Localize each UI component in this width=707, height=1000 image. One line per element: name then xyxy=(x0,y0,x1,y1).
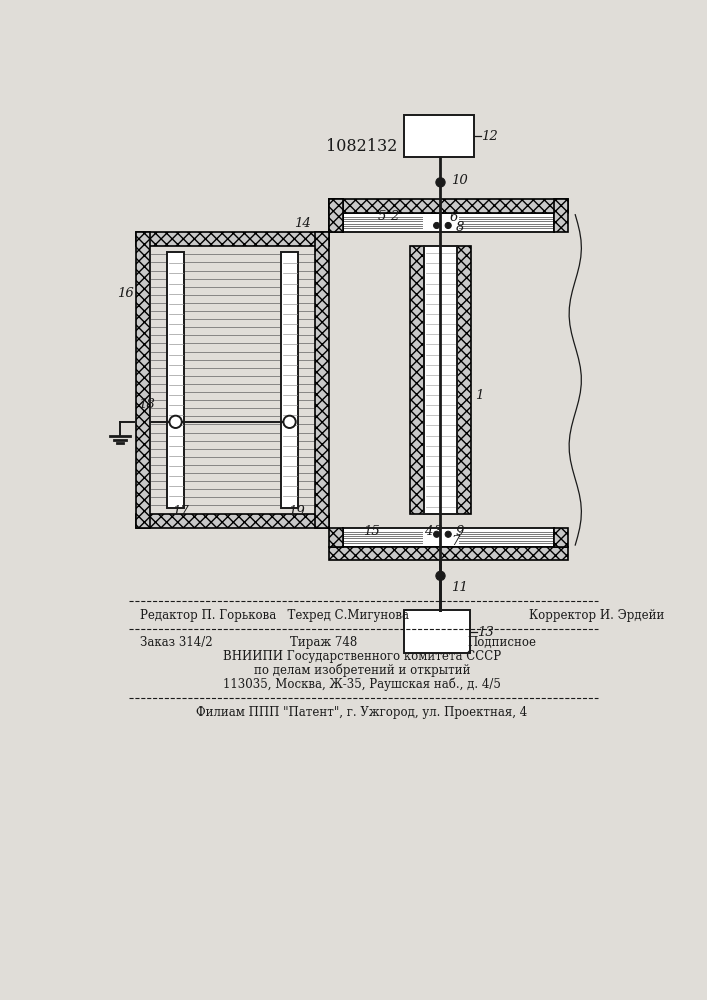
Text: 19: 19 xyxy=(288,505,305,518)
Bar xyxy=(281,252,298,508)
Text: Тираж 748: Тираж 748 xyxy=(291,636,358,649)
Text: ВНИИПИ Государственного комитета СССР: ВНИИПИ Государственного комитета СССР xyxy=(223,650,501,663)
Text: 113035, Москва, Ж-35, Раушская наб., д. 4/5: 113035, Москва, Ж-35, Раушская наб., д. … xyxy=(223,678,501,691)
Text: 4: 4 xyxy=(423,525,432,538)
Text: 8: 8 xyxy=(456,221,464,234)
Bar xyxy=(404,610,469,653)
Text: 7: 7 xyxy=(451,535,460,548)
Bar xyxy=(136,232,329,246)
Text: 10: 10 xyxy=(451,174,468,187)
Text: 9: 9 xyxy=(456,525,464,538)
Bar xyxy=(343,528,554,547)
Circle shape xyxy=(433,531,440,537)
Bar xyxy=(329,199,568,213)
Text: 12: 12 xyxy=(481,130,498,143)
Circle shape xyxy=(284,416,296,428)
Text: 2: 2 xyxy=(390,210,399,223)
Bar xyxy=(329,547,568,560)
Text: 3: 3 xyxy=(434,525,443,538)
Text: Филиам ППП "Патент", г. Ужгород, ул. Проектная, 4: Филиам ППП "Патент", г. Ужгород, ул. Про… xyxy=(197,706,527,719)
Text: по делам изобретений и открытий: по делам изобретений и открытий xyxy=(254,664,470,677)
Bar xyxy=(315,232,329,528)
Bar xyxy=(136,232,150,528)
Bar xyxy=(554,528,568,547)
Text: 11: 11 xyxy=(451,581,468,594)
Bar xyxy=(409,246,423,514)
Bar xyxy=(457,246,472,514)
Text: 1: 1 xyxy=(475,389,484,402)
Bar xyxy=(136,514,329,528)
Bar xyxy=(329,528,343,547)
Circle shape xyxy=(436,178,445,187)
Bar xyxy=(404,115,474,157)
Bar xyxy=(167,252,184,508)
Text: 13: 13 xyxy=(477,626,494,639)
Bar xyxy=(329,199,343,232)
Text: 6: 6 xyxy=(450,211,458,224)
Text: 5: 5 xyxy=(378,210,386,223)
Circle shape xyxy=(170,416,182,428)
Text: 16: 16 xyxy=(117,287,134,300)
Text: Корректор И. Эрдейи: Корректор И. Эрдейи xyxy=(529,609,665,622)
Circle shape xyxy=(436,571,445,580)
Bar xyxy=(554,199,568,232)
Bar xyxy=(423,246,457,514)
Circle shape xyxy=(445,222,451,229)
Text: 18: 18 xyxy=(138,398,155,411)
Circle shape xyxy=(433,222,440,229)
Bar xyxy=(343,213,554,232)
Bar xyxy=(329,199,343,232)
Text: Редактор П. Горькова   Техред С.Мигунова: Редактор П. Горькова Техред С.Мигунова xyxy=(140,609,409,622)
Text: Заказ 314/2: Заказ 314/2 xyxy=(140,636,213,649)
Text: 15: 15 xyxy=(363,525,380,538)
Circle shape xyxy=(445,531,451,537)
Text: 1082132: 1082132 xyxy=(326,138,397,155)
Text: 17: 17 xyxy=(172,505,189,518)
Text: Подписное: Подписное xyxy=(467,636,537,649)
Text: 14: 14 xyxy=(294,217,311,230)
